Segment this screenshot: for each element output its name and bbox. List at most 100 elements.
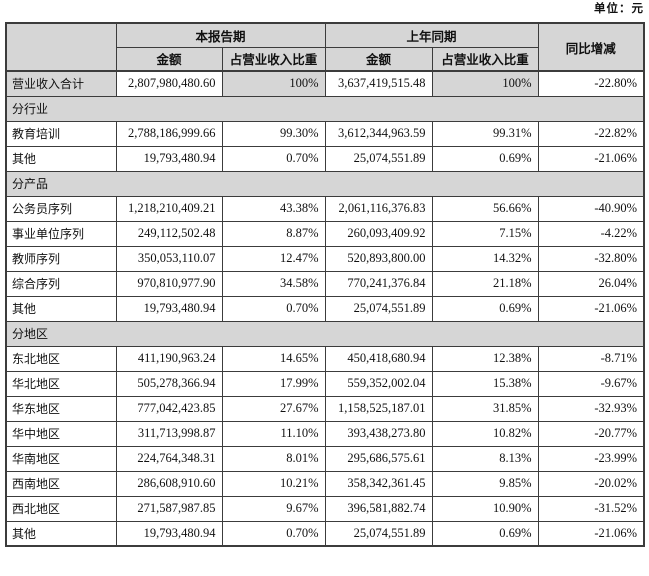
current-amount-cell: 777,042,423.85 [115, 395, 223, 422]
current-pct-cell: 0.70% [221, 520, 326, 547]
current-amount-cell: 249,112,502.48 [115, 220, 223, 247]
prior-pct-cell: 15.38% [431, 370, 539, 397]
prior-amount-cell: 520,893,800.00 [324, 245, 433, 272]
prior-amount-cell: 3,637,419,515.48 [324, 70, 433, 97]
current-amount-cell: 311,713,998.87 [115, 420, 223, 447]
table-body: 营业收入合计 2,807,980,480.60 100% 3,637,419,515.… [5, 70, 645, 547]
prior-pct-cell: 12.38% [431, 345, 539, 372]
row-label: 教育培训 [5, 120, 117, 147]
current-pct-cell: 8.87% [221, 220, 326, 247]
prior-amount-cell: 3,612,344,963.59 [324, 120, 433, 147]
table-row: 教师序列 350,053,110.07 12.47% 520,893,800.00 14… [5, 245, 645, 272]
table-row: 综合序列 970,810,977.90 34.58% 770,241,376.84 21… [5, 270, 645, 297]
yoy-change-cell: 26.04% [537, 270, 645, 297]
revenue-breakdown-table: 本报告期 上年同期 同比增减 金额 占营业收入比重 金额 占营业收入比重 营业收… [5, 22, 646, 547]
prior-pct-cell: 0.69% [431, 295, 539, 322]
prior-pct-cell: 56.66% [431, 195, 539, 222]
row-label: 综合序列 [5, 270, 117, 297]
current-period-header: 本报告期 [115, 22, 326, 48]
prior-period-header: 上年同期 [324, 22, 539, 48]
row-label: 营业收入合计 [5, 70, 117, 97]
prior-amount-cell: 25,074,551.89 [324, 295, 433, 322]
current-pct-cell: 100% [221, 70, 326, 97]
row-label: 其他 [5, 520, 117, 547]
section-row: 分行业 [5, 95, 645, 122]
section-label: 分产品 [5, 170, 645, 197]
corner-blank-cell [5, 22, 117, 72]
prior-amount-cell: 260,093,409.92 [324, 220, 433, 247]
prior-amount-cell: 393,438,273.80 [324, 420, 433, 447]
header-row-measures: 金额 占营业收入比重 金额 占营业收入比重 [6, 46, 644, 72]
row-label: 华北地区 [5, 370, 117, 397]
prior-pct-cell: 10.90% [431, 495, 539, 522]
yoy-change-cell: -22.80% [537, 70, 645, 97]
row-label: 华中地区 [5, 420, 117, 447]
table-row: 事业单位序列 249,112,502.48 8.87% 260,093,409.92 7… [5, 220, 645, 247]
current-pct-cell: 34.58% [221, 270, 326, 297]
yoy-change-cell: -9.67% [537, 370, 645, 397]
current-amount-cell: 286,608,910.60 [115, 470, 223, 497]
prior-pct-cell: 14.32% [431, 245, 539, 272]
current-amount-cell: 1,218,210,409.21 [115, 195, 223, 222]
current-pct-cell: 14.65% [221, 345, 326, 372]
current-pct-cell: 27.67% [221, 395, 326, 422]
table-row: 其他 19,793,480.94 0.70% 25,074,551.89 0.69% -2… [5, 145, 645, 172]
yoy-change-cell: -21.06% [537, 295, 645, 322]
current-amount-cell: 2,788,186,999.66 [115, 120, 223, 147]
yoy-change-cell: -40.90% [537, 195, 645, 222]
prior-amount-cell: 770,241,376.84 [324, 270, 433, 297]
row-label: 西北地区 [5, 495, 117, 522]
prior-amount-cell: 295,686,575.61 [324, 445, 433, 472]
prior-pct-cell: 100% [431, 70, 539, 97]
current-pct-cell: 12.47% [221, 245, 326, 272]
table-row: 西北地区 271,587,987.85 9.67% 396,581,882.74 10.… [5, 495, 645, 522]
row-label: 华南地区 [5, 445, 117, 472]
table-row: 其他 19,793,480.94 0.70% 25,074,551.89 0.69% -2… [5, 295, 645, 322]
table-row: 其他 19,793,480.94 0.70% 25,074,551.89 0.69% -2… [5, 520, 645, 547]
yoy-change-cell: -23.99% [537, 445, 645, 472]
prior-pct-cell: 7.15% [431, 220, 539, 247]
current-amount-cell: 2,807,980,480.60 [115, 70, 223, 97]
row-label: 东北地区 [5, 345, 117, 372]
row-label: 其他 [5, 145, 117, 172]
current-amount-cell: 224,764,348.31 [115, 445, 223, 472]
current-amount-cell: 505,278,366.94 [115, 370, 223, 397]
row-label: 教师序列 [5, 245, 117, 272]
prior-pct-cell: 31.85% [431, 395, 539, 422]
yoy-change-cell: -21.06% [537, 520, 645, 547]
row-label: 其他 [5, 295, 117, 322]
current-pct-cell: 99.30% [221, 120, 326, 147]
section-row: 分地区 [5, 320, 645, 347]
current-pct-cell: 17.99% [221, 370, 326, 397]
table-row: 华北地区 505,278,366.94 17.99% 559,352,002.04 15… [5, 370, 645, 397]
header-row-periods: 本报告期 上年同期 同比增减 [5, 22, 645, 72]
prior-amount-cell: 2,061,116,376.83 [324, 195, 433, 222]
current-amount-cell: 19,793,480.94 [115, 295, 223, 322]
table-row: 华东地区 777,042,423.85 27.67% 1,158,525,187.01… [5, 395, 645, 422]
yoy-change-cell: -8.71% [537, 345, 645, 372]
table-row: 教育培训 2,788,186,999.66 99.30% 3,612,344,963.… [5, 120, 645, 147]
yoy-change-cell: -32.93% [537, 395, 645, 422]
table-header: 本报告期 上年同期 同比增减 金额 占营业收入比重 金额 占营业收入比重 [5, 22, 645, 72]
yoy-change-cell: -22.82% [537, 120, 645, 147]
yoy-change-cell: -4.22% [537, 220, 645, 247]
current-pct-cell: 8.01% [221, 445, 326, 472]
yoy-change-cell: -21.06% [537, 145, 645, 172]
current-pct-cell: 0.70% [221, 145, 326, 172]
yoy-change-cell: -32.80% [537, 245, 645, 272]
yoy-change-header: 同比增减 [537, 22, 645, 72]
row-label: 公务员序列 [5, 195, 117, 222]
prior-pct-cell: 10.82% [431, 420, 539, 447]
table-row: 华中地区 311,713,998.87 11.10% 393,438,273.80 10… [5, 420, 645, 447]
current-pct-cell: 10.21% [221, 470, 326, 497]
prior-pct-cell: 0.69% [431, 520, 539, 547]
current-pct-cell: 9.67% [221, 495, 326, 522]
pct-header-current: 占营业收入比重 [221, 46, 326, 72]
table-row: 华南地区 224,764,348.31 8.01% 295,686,575.61 8.1… [5, 445, 645, 472]
table-row: 东北地区 411,190,963.24 14.65% 450,418,680.94 12… [5, 345, 645, 372]
current-pct-cell: 0.70% [221, 295, 326, 322]
yoy-change-cell: -20.77% [537, 420, 645, 447]
prior-pct-cell: 0.69% [431, 145, 539, 172]
amount-header-prior: 金额 [324, 46, 433, 72]
